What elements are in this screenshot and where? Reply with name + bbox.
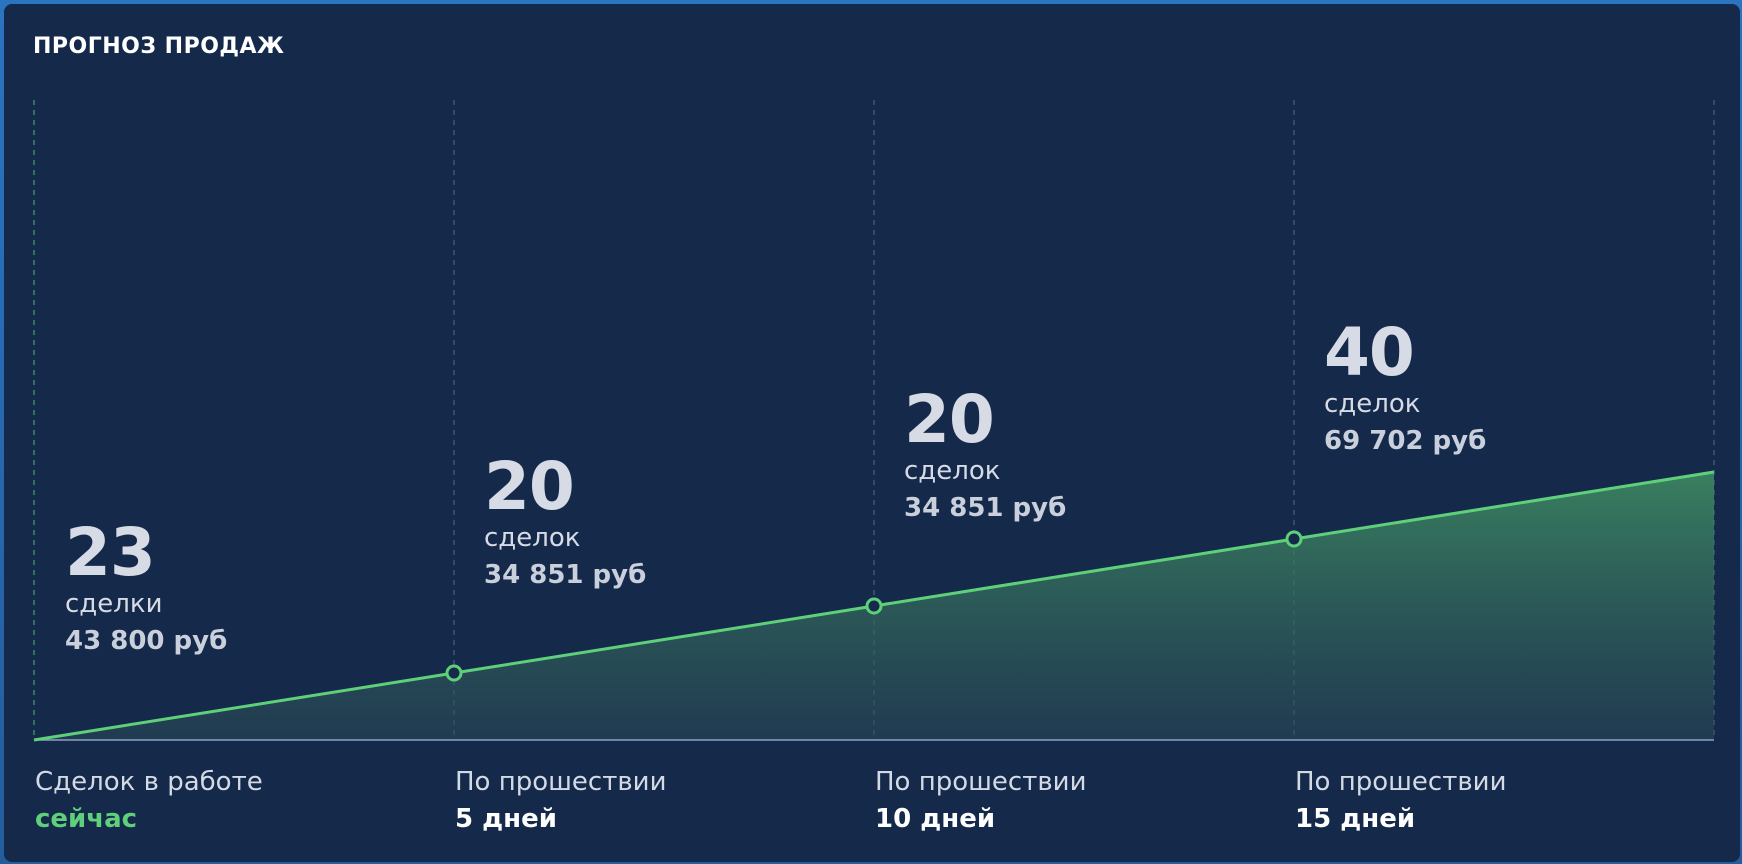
- stat-now: 23 сделки 43 800 руб: [65, 520, 227, 658]
- deal-count: 40: [1324, 314, 1415, 391]
- deal-sum: 34 851 руб: [904, 493, 1067, 523]
- x-label-10-days: По прошествии 10 дней: [875, 766, 1086, 836]
- stat-5-days: 20 сделок 34 851 руб: [484, 454, 646, 592]
- deal-unit: сделок: [1324, 389, 1421, 419]
- x-label-period: 5 дней: [455, 804, 557, 834]
- panel-title: ПРОГНОЗ ПРОДАЖ: [33, 34, 285, 59]
- point-marker: [445, 664, 463, 682]
- deal-count: 20: [904, 381, 995, 458]
- deal-count: 20: [484, 448, 575, 525]
- stat-15-days: 40 сделок 69 702 руб: [1324, 320, 1486, 458]
- point-marker: [1285, 530, 1303, 548]
- sales-forecast-panel: ПРОГНОЗ ПРОДАЖ 23 сделки 43 800 руб 20 с…: [4, 4, 1740, 862]
- deal-sum: 43 800 руб: [65, 626, 228, 656]
- x-label-caption: По прошествии: [1295, 767, 1507, 797]
- x-label-caption: По прошествии: [875, 767, 1087, 797]
- x-label-period: 10 дней: [875, 804, 996, 834]
- x-label-5-days: По прошествии 5 дней: [455, 766, 666, 836]
- x-label-15-days: По прошествии 15 дней: [1295, 766, 1506, 836]
- stat-10-days: 20 сделок 34 851 руб: [904, 387, 1066, 525]
- x-label-period: сейчас: [35, 804, 138, 834]
- x-label-now: Сделок в работе сейчас: [35, 766, 263, 836]
- forecast-chart: [33, 100, 1715, 742]
- deal-sum: 69 702 руб: [1324, 426, 1487, 456]
- deal-count: 23: [65, 514, 156, 591]
- point-markers: [445, 530, 1303, 682]
- deal-unit: сделок: [484, 523, 581, 553]
- deal-unit: сделок: [904, 456, 1001, 486]
- deal-unit: сделки: [65, 589, 163, 619]
- point-marker: [865, 597, 883, 615]
- deal-sum: 34 851 руб: [484, 560, 647, 590]
- x-label-caption: Сделок в работе: [35, 767, 263, 797]
- x-label-period: 15 дней: [1295, 804, 1416, 834]
- x-label-caption: По прошествии: [455, 767, 667, 797]
